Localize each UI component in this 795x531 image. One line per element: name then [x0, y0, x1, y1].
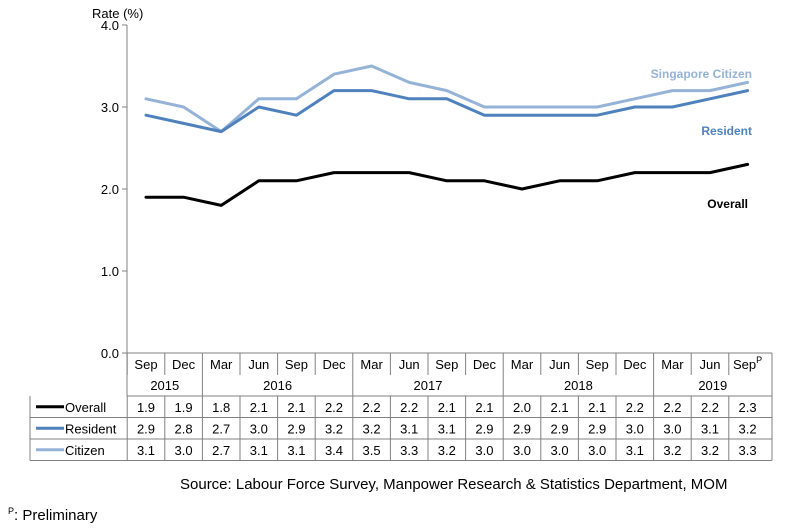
data-cell-overall: 1.9 [137, 400, 155, 415]
preliminary-text: : Preliminary [14, 507, 98, 524]
month-label: Mar [661, 357, 684, 372]
data-cell-citizen: 3.5 [363, 443, 381, 458]
data-cell-overall: 1.8 [212, 400, 230, 415]
year-label: 2017 [414, 378, 443, 393]
y-tick-label: 2.0 [101, 182, 119, 197]
month-label: Sep [285, 357, 308, 372]
year-label: 2015 [150, 378, 179, 393]
data-cell-resident: 2.9 [588, 421, 606, 436]
month-label: Dec [623, 357, 647, 372]
data-cell-citizen: 2.7 [212, 443, 230, 458]
month-label: Mar [511, 357, 534, 372]
data-cell-citizen: 3.1 [250, 443, 268, 458]
year-label: 2019 [698, 378, 727, 393]
month-label: Mar [210, 357, 233, 372]
data-cell-overall: 2.1 [588, 400, 606, 415]
data-cell-overall: 2.2 [626, 400, 644, 415]
data-cell-citizen: 3.2 [701, 443, 719, 458]
data-cell-citizen: 3.4 [325, 443, 343, 458]
data-cell-resident: 3.1 [701, 421, 719, 436]
data-cell-resident: 3.0 [663, 421, 681, 436]
data-cell-citizen: 3.0 [513, 443, 531, 458]
data-cell-overall: 2.1 [551, 400, 569, 415]
preliminary-note: P: Preliminary [8, 506, 97, 524]
data-cell-overall: 2.3 [739, 400, 757, 415]
month-label: Jun [248, 357, 269, 372]
data-cell-resident: 2.9 [137, 421, 155, 436]
legend-label-citizen: Citizen [65, 443, 105, 458]
data-cell-citizen: 3.0 [551, 443, 569, 458]
y-tick-label: 1.0 [101, 264, 119, 279]
line-label-citizen: Singapore Citizen [651, 67, 752, 81]
month-label: Sep [586, 357, 609, 372]
data-cell-overall: 2.2 [663, 400, 681, 415]
year-label: 2018 [564, 378, 593, 393]
preliminary-superscript: P [756, 355, 762, 365]
series-line-resident [144, 89, 750, 134]
month-label: Dec [172, 357, 196, 372]
data-cell-overall: 2.2 [701, 400, 719, 415]
data-cell-citizen: 3.1 [626, 443, 644, 458]
data-cell-overall: 2.2 [325, 400, 343, 415]
data-cell-overall: 2.1 [250, 400, 268, 415]
month-label: Jun [700, 357, 721, 372]
source-note: Source: Labour Force Survey, Manpower Re… [180, 476, 728, 493]
data-cell-citizen: 3.0 [588, 443, 606, 458]
month-label: Mar [360, 357, 383, 372]
data-cell-resident: 3.0 [626, 421, 644, 436]
line-label-resident: Resident [701, 124, 752, 138]
data-cell-resident: 3.2 [325, 421, 343, 436]
data-cell-resident: 3.1 [400, 421, 418, 436]
data-cell-citizen: 3.3 [400, 443, 418, 458]
month-label: Jun [549, 357, 570, 372]
month-label: Sep [134, 357, 157, 372]
y-tick-label: 0.0 [101, 346, 119, 361]
data-cell-overall: 2.2 [400, 400, 418, 415]
data-cell-overall: 2.1 [438, 400, 456, 415]
month-label: Sep [435, 357, 458, 372]
data-cell-resident: 2.9 [475, 421, 493, 436]
data-cell-citizen: 3.2 [438, 443, 456, 458]
data-cell-citizen: 3.1 [137, 443, 155, 458]
data-cell-citizen: 3.3 [739, 443, 757, 458]
data-cell-overall: 2.1 [287, 400, 305, 415]
data-cell-resident: 3.0 [250, 421, 268, 436]
data-cell-resident: 3.2 [363, 421, 381, 436]
data-cell-resident: 2.9 [513, 421, 531, 436]
line-chart: Rate (%) 0.0 1.0 2.0 3.0 4.0 2015 2016 2017 2018 2… [29, 6, 773, 461]
data-cell-overall: 2.0 [513, 400, 531, 415]
legend-label-overall: Overall [65, 400, 106, 415]
legend-label-resident: Resident [65, 421, 117, 436]
y-tick-label: 4.0 [101, 18, 119, 33]
data-cell-overall: 2.1 [475, 400, 493, 415]
data-cell-resident: 2.9 [287, 421, 305, 436]
data-cell-overall: 1.9 [175, 400, 193, 415]
data-cell-overall: 2.2 [363, 400, 381, 415]
month-label: Dec [473, 357, 497, 372]
data-cell-resident: 2.7 [212, 421, 230, 436]
y-tick-label: 3.0 [101, 100, 119, 115]
y-axis-label: Rate (%) [92, 6, 143, 21]
data-cell-citizen: 3.2 [663, 443, 681, 458]
month-label: SepP [733, 355, 762, 372]
data-cell-resident: 3.2 [739, 421, 757, 436]
line-label-overall: Overall [707, 197, 748, 211]
month-label: Jun [399, 357, 420, 372]
data-cell-citizen: 3.1 [287, 443, 305, 458]
year-label: 2016 [263, 378, 292, 393]
data-cell-resident: 2.8 [175, 421, 193, 436]
preliminary-marker: P [8, 506, 15, 516]
month-label: Dec [322, 357, 346, 372]
data-cell-citizen: 3.0 [175, 443, 193, 458]
data-cell-citizen: 3.0 [475, 443, 493, 458]
data-cell-resident: 3.1 [438, 421, 456, 436]
series-line-overall [144, 162, 750, 207]
data-cell-resident: 2.9 [551, 421, 569, 436]
